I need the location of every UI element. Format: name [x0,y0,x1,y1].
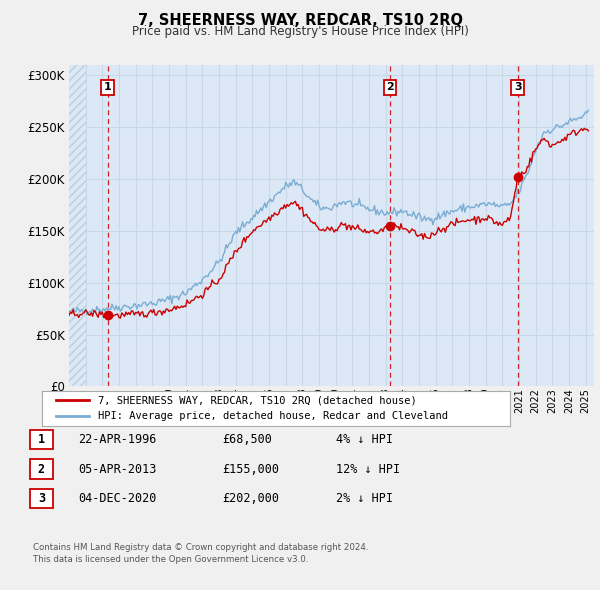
Text: Price paid vs. HM Land Registry's House Price Index (HPI): Price paid vs. HM Land Registry's House … [131,25,469,38]
Text: 22-APR-1996: 22-APR-1996 [78,433,157,446]
Text: Contains HM Land Registry data © Crown copyright and database right 2024.: Contains HM Land Registry data © Crown c… [33,543,368,552]
Text: 2: 2 [386,83,394,93]
Text: 7, SHEERNESS WAY, REDCAR, TS10 2RQ (detached house): 7, SHEERNESS WAY, REDCAR, TS10 2RQ (deta… [98,395,417,405]
Text: 3: 3 [514,83,521,93]
Text: 3: 3 [38,492,45,505]
Text: 7, SHEERNESS WAY, REDCAR, TS10 2RQ: 7, SHEERNESS WAY, REDCAR, TS10 2RQ [137,13,463,28]
Text: £155,000: £155,000 [222,463,279,476]
Text: 4% ↓ HPI: 4% ↓ HPI [336,433,393,446]
Text: 12% ↓ HPI: 12% ↓ HPI [336,463,400,476]
Text: This data is licensed under the Open Government Licence v3.0.: This data is licensed under the Open Gov… [33,555,308,564]
Text: 1: 1 [38,433,45,446]
Text: £68,500: £68,500 [222,433,272,446]
Text: 05-APR-2013: 05-APR-2013 [78,463,157,476]
Text: 04-DEC-2020: 04-DEC-2020 [78,492,157,505]
Text: £202,000: £202,000 [222,492,279,505]
Text: 2% ↓ HPI: 2% ↓ HPI [336,492,393,505]
Bar [69,65,86,386]
Text: 2: 2 [38,463,45,476]
Text: HPI: Average price, detached house, Redcar and Cleveland: HPI: Average price, detached house, Redc… [98,411,448,421]
Text: 1: 1 [104,83,112,93]
